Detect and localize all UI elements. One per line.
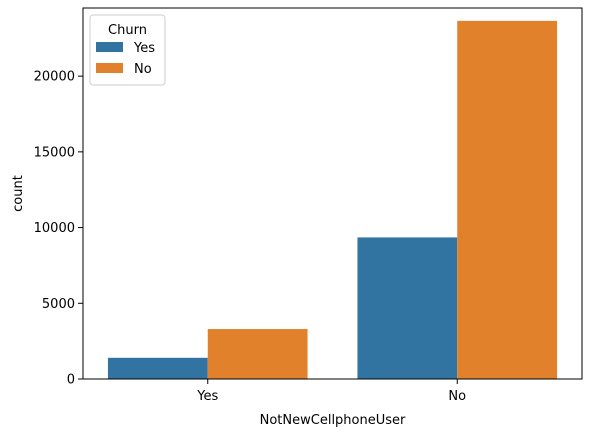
bars-group <box>107 20 558 379</box>
legend-items: Yes No <box>96 41 155 77</box>
x-ticks: Yes No <box>196 379 466 404</box>
bar-no-yes <box>207 329 308 379</box>
legend-swatch-no <box>96 63 123 73</box>
y-tick-label: 15000 <box>34 145 75 160</box>
y-ticks: 0 5000 10000 15000 20000 <box>34 70 83 388</box>
axes-group <box>82 7 583 380</box>
legend-label-no: No <box>134 62 152 77</box>
legend-label-yes: Yes <box>133 41 155 56</box>
plot-frame <box>82 7 583 380</box>
legend: Churn Yes No <box>89 14 166 86</box>
y-tick-label: 20000 <box>34 70 75 85</box>
y-tick-label: 10000 <box>34 221 75 236</box>
x-tick-label: No <box>448 389 466 404</box>
bar-yes-no <box>357 237 458 379</box>
y-tick-label: 0 <box>67 373 75 388</box>
x-axis-label: NotNewCellphoneUser <box>260 413 406 428</box>
bar-no-no <box>457 20 558 379</box>
legend-swatch-yes <box>96 42 123 52</box>
x-tick-label: Yes <box>196 389 218 404</box>
legend-title: Churn <box>108 23 147 38</box>
y-axis-label: count <box>11 175 26 212</box>
y-tick-label: 5000 <box>42 297 75 312</box>
bar-yes-yes <box>107 357 208 379</box>
